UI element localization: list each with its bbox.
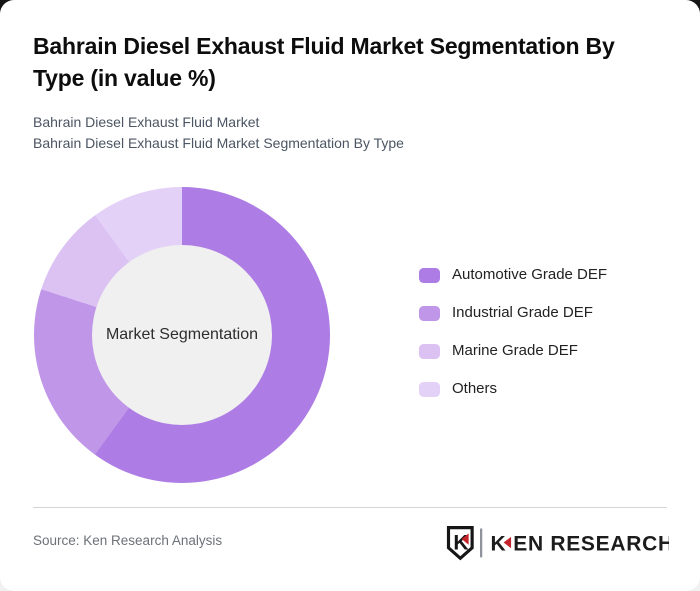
logo-separator (480, 528, 483, 558)
legend-label-marine: Marine Grade DEF (452, 342, 578, 359)
legend-swatch-others (419, 381, 440, 397)
legend-label-others: Others (452, 380, 498, 397)
chart-legend: Automotive Grade DEF Industrial Grade DE… (419, 266, 607, 418)
legend-swatch-marine (419, 343, 440, 359)
donut-hole: Market Segmentation (92, 245, 272, 425)
logo-text-k: K (491, 532, 506, 555)
legend-item-automotive: Automotive Grade DEF (419, 266, 607, 284)
subtitle-line-2: Bahrain Diesel Exhaust Fluid Market Segm… (33, 135, 404, 151)
legend-swatch-industrial (419, 305, 440, 321)
donut-center-label: Market Segmentation (105, 326, 259, 343)
logo-wordmark: K EN RESEARCH (491, 532, 674, 555)
footer-divider (33, 507, 667, 508)
shield-icon: K (446, 526, 474, 561)
legend-item-industrial: Industrial Grade DEF (419, 304, 607, 322)
chart-subtitle: Bahrain Diesel Exhaust Fluid Market Bahr… (33, 112, 404, 154)
shield-k: K (453, 532, 468, 555)
ken-research-logo: K K EN RESEARCH (445, 524, 674, 566)
ken-research-logo-svg: K K EN RESEARCH (446, 526, 674, 561)
logo-text-rest: EN RESEARCH (513, 532, 669, 555)
legend-label-industrial: Industrial Grade DEF (452, 304, 593, 321)
subtitle-line-1: Bahrain Diesel Exhaust Fluid Market (33, 114, 260, 130)
source-text: Source: Ken Research Analysis (33, 533, 223, 548)
legend-item-others: Others (419, 380, 607, 398)
page-title: Bahrain Diesel Exhaust Fluid Market Segm… (33, 33, 615, 91)
legend-label-automotive: Automotive Grade DEF (452, 266, 608, 283)
donut-chart: Market Segmentation (34, 187, 330, 483)
logo-red-triangle (503, 536, 512, 549)
legend-swatch-automotive (419, 267, 440, 283)
shield-red-triangle (461, 533, 469, 545)
legend-item-marine: Marine Grade DEF (419, 342, 607, 360)
